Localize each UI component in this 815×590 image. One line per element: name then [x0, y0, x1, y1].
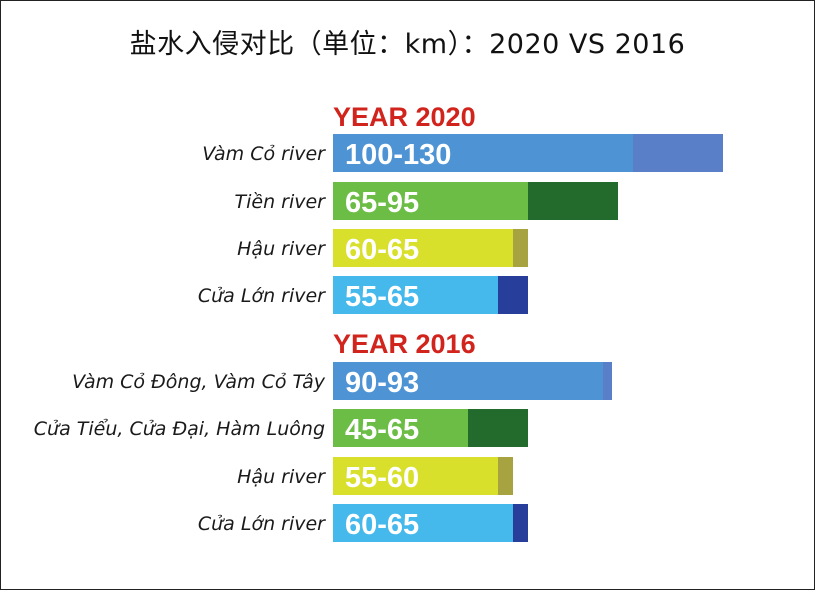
value-label: 60-65: [345, 234, 419, 266]
value-label: 55-60: [345, 462, 419, 494]
bar-range: [633, 134, 723, 172]
value-label: 45-65: [345, 414, 419, 446]
category-label: Cửa Tiểu, Cửa Đại, Hàm Luông: [34, 418, 325, 440]
bar-range: [603, 362, 612, 400]
value-label: 60-65: [345, 509, 419, 541]
value-label: 90-93: [345, 367, 419, 399]
bar-min: [333, 362, 603, 400]
bar-range: [468, 409, 528, 447]
section-title: YEAR 2020: [333, 102, 476, 132]
chart-title: 盐水入侵对比（单位：km）：2020 VS 2016: [129, 29, 686, 60]
bar-range: [513, 504, 528, 542]
value-label: 100-130: [345, 139, 451, 171]
bar-min: [333, 134, 633, 172]
bar-range: [498, 276, 528, 314]
category-label: Hậu river: [237, 466, 326, 488]
bar-min: [333, 457, 498, 495]
bar-min: [333, 276, 498, 314]
category-label: Tiền river: [235, 191, 327, 213]
category-label: Vàm Cỏ river: [202, 143, 326, 165]
bar-min: [333, 409, 468, 447]
bar-range: [513, 229, 528, 267]
section-title: YEAR 2016: [333, 329, 476, 359]
value-label: 65-95: [345, 187, 419, 219]
bar-range: [498, 457, 513, 495]
category-label: Cửa Lớn river: [198, 513, 326, 535]
value-label: 55-65: [345, 281, 419, 313]
category-label: Hậu river: [237, 238, 326, 260]
bar-range: [528, 182, 618, 220]
bar-min: [333, 229, 513, 267]
bar-min: [333, 182, 528, 220]
category-label: Cửa Lớn river: [198, 285, 326, 307]
category-label: Vàm Cỏ Đông, Vàm Cỏ Tây: [72, 371, 326, 393]
bar-min: [333, 504, 513, 542]
